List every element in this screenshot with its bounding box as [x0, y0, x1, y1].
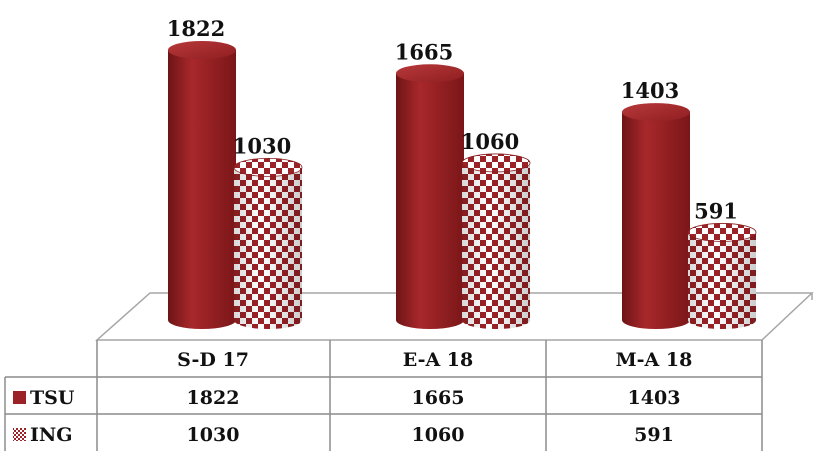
bar-ing-s-d-17 — [233, 157, 303, 329]
legend-key-tsu — [13, 391, 26, 404]
value-label-tsu-m-a-18: 1403 — [621, 78, 679, 103]
table-cell-ing-s-d-17: 1030 — [187, 424, 240, 446]
bar-tsu-s-d-17 — [168, 41, 236, 329]
table-cell-tsu-e-a-18: 1665 — [412, 387, 465, 409]
value-label-tsu-e-a-18: 1665 — [395, 39, 453, 64]
bar-ing-m-a-18 — [687, 223, 757, 329]
table-cell-tsu-s-d-17: 1822 — [187, 387, 240, 409]
bar-ing-e-a-18 — [461, 153, 531, 329]
table-cell-tsu-m-a-18: 1403 — [628, 387, 681, 409]
value-label-tsu-s-d-17: 1822 — [167, 16, 225, 41]
data-table — [4, 340, 763, 451]
table-header-e-a-18: E-A 18 — [403, 349, 474, 371]
table-content: S-D 17 E-A 18 M-A 18 TSU 1822 1665 1403 ING 1030… — [13, 349, 692, 446]
value-label-ing-m-a-18: 591 — [694, 198, 738, 223]
table-cell-ing-m-a-18: 591 — [634, 424, 674, 446]
table-cell-ing-e-a-18: 1060 — [412, 424, 465, 446]
table-header-s-d-17: S-D 17 — [177, 349, 249, 371]
table-row-label-tsu: TSU — [30, 387, 75, 409]
value-label-ing-s-d-17: 1030 — [233, 133, 291, 158]
legend-key-ing — [13, 428, 26, 441]
table-header-m-a-18: M-A 18 — [616, 349, 693, 371]
value-label-ing-e-a-18: 1060 — [461, 129, 519, 154]
bar-tsu-e-a-18 — [396, 64, 464, 329]
bars-layer — [168, 41, 757, 329]
bar-tsu-m-a-18 — [622, 103, 690, 329]
table-row-label-ing: ING — [30, 424, 72, 446]
value-labels: 1822 1030 1665 1060 1403 591 — [167, 16, 738, 223]
